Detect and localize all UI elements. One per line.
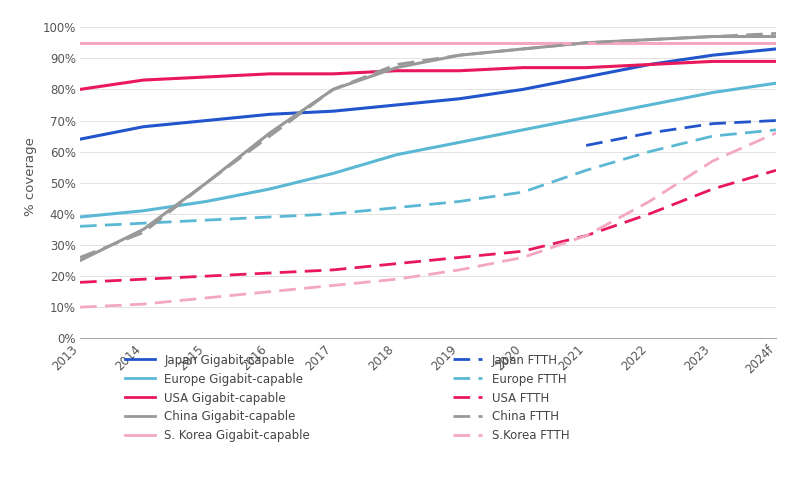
Legend: Japan FTTH, Europe FTTH, USA FTTH, China FTTH, S.Korea FTTH: Japan FTTH, Europe FTTH, USA FTTH, China… xyxy=(448,349,574,447)
Y-axis label: % coverage: % coverage xyxy=(24,137,37,216)
